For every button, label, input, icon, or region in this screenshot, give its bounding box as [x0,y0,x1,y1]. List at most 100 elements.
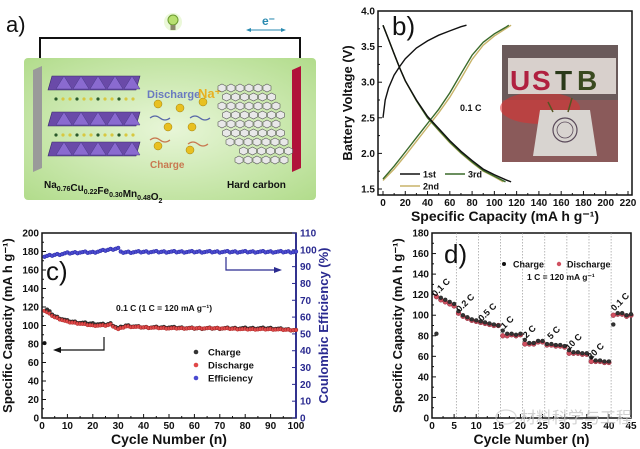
y-tick-label: 80 [418,331,430,342]
layered-cathode-structure [47,75,141,157]
formula-element: Na [44,180,57,191]
interlayer-ion [68,133,72,137]
charge-point [602,359,607,364]
x-tick-label: 90 [265,421,277,432]
rate-annotation: 0.1 C (1 C = 120 mA g⁻¹) [116,303,212,313]
interlayer-ion [82,133,86,137]
charge-point [487,321,492,326]
charge-point [42,341,47,346]
carbon-hexagon [279,155,289,165]
y-tick-label: 120 [412,290,429,301]
rate-label: 0.1 C [430,276,453,299]
y-tick-label: 2.5 [361,113,375,124]
legend-label: 2nd [423,182,439,192]
ion-flow-arrows [149,115,211,147]
x-tick-label: 40 [138,421,150,432]
anode-label: Hard carbon [227,180,286,191]
discharge-point [293,327,299,333]
y2-tick-label: 90 [300,262,312,273]
charge-point [496,323,501,328]
x-tick-label: 10 [471,421,483,432]
formula-element: Fe [97,186,109,197]
x-tick-label: 50 [163,421,175,432]
x-tick-label: 20 [515,421,527,432]
charge-point [438,295,443,300]
carbon-hexagon [258,110,267,120]
carbon-hexagon [258,92,267,102]
carbon-hexagon [252,155,262,165]
octahedron [123,75,141,90]
x-tick-label: 20 [87,421,99,432]
octahedron [106,141,124,156]
curve-1st-charge [382,24,467,118]
right-axis-arrow-icon [225,257,274,271]
x-tick-label: 40 [603,421,615,432]
charge-point [540,338,545,344]
carbon-hexagon [235,101,245,111]
y2-tick-label: 100 [300,245,317,256]
charge-point [628,312,634,317]
rate-label: 5 C [545,324,562,341]
octahedron [55,75,73,90]
carbon-hexagon [262,119,272,129]
x-tick-label: 60 [189,421,201,432]
y2-tick-label: 50 [300,329,312,340]
charge-point [456,308,461,314]
y2-tick-label: 80 [300,279,312,290]
octahedron [55,111,73,126]
x-tick-label: 30 [559,421,571,432]
x-axis-title: Specific Capacity (mA h g⁻¹) [411,208,599,224]
charge-point [593,358,598,363]
x-tick-label: 25 [537,421,549,432]
octahedron [123,141,141,156]
charge-label: Charge [150,160,185,171]
legend-marker [193,349,199,355]
carbon-hexagon [235,83,245,93]
inset-photo-led-ustb: U S T B [500,45,618,162]
carbon-hexagon [240,128,249,138]
y-tick-label: 20 [418,393,430,404]
watermark: 材料科学与工程 [520,408,632,427]
formula-element: O [151,192,159,203]
carbon-hexagon [226,83,236,93]
carbon-hexagon [276,110,285,120]
carbon-hexagon [262,83,272,93]
formula-subscript: 2 [159,198,163,205]
x-tick-label: 40 [422,198,434,209]
octahedron [89,141,107,156]
carbon-hexagon [261,155,271,165]
carbon-hexagon [240,92,249,102]
watermark-logo-icon [495,409,517,425]
formula-element: Cu [70,183,83,194]
interlayer-ion [131,97,135,101]
y-tick-label: 20 [28,395,40,406]
interlayer-ion [124,133,128,137]
octahedron [72,141,90,156]
octahedron [72,111,90,126]
discharge-point [610,312,616,318]
charge-point [531,340,536,346]
discharge-point [433,294,440,300]
y-tick-label: 0 [423,414,429,425]
x-tick-label: 180 [575,198,592,209]
charge-point [606,359,612,364]
x-tick-label: 200 [597,198,614,209]
charge-point [474,318,479,323]
charge-point [518,331,523,336]
carbon-hexagon [276,128,285,138]
y2-tick-label: 30 [300,363,312,374]
charge-point [620,311,625,316]
carbon-hexagon [267,92,276,102]
y-tick-label: 3.5 [361,42,375,53]
panel-b-label: b) [392,11,415,41]
carbon-hexagon [249,92,258,102]
sodium-ion [163,122,173,132]
carbon-hexagon [275,146,284,156]
carbon-hexagon [243,155,253,165]
legend-marker [193,375,199,381]
carbon-hexagon [266,146,275,156]
y2-tick-label: 20 [300,380,312,391]
carbon-hexagon [231,92,240,102]
rate-label: 1 C [499,314,516,331]
charge-point [562,343,567,349]
